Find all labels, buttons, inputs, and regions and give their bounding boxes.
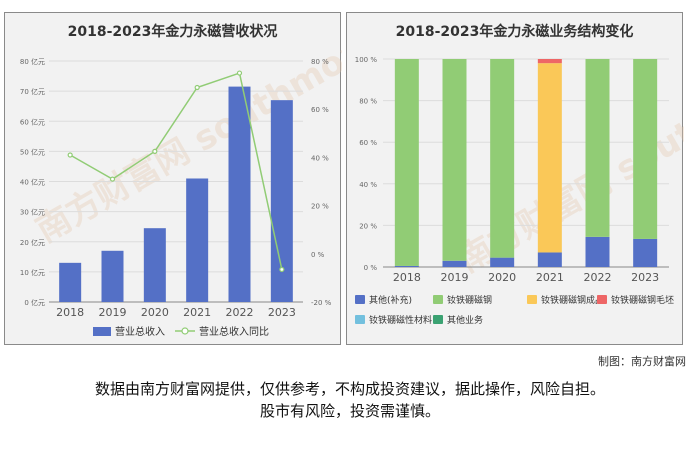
x-tick-label: 2019 (441, 271, 469, 284)
y-tick-label: 0 % (364, 264, 378, 272)
x-tick-label: 2019 (99, 306, 127, 319)
stacked-bar-segment (633, 238, 658, 267)
stacked-bar-segment (537, 59, 562, 64)
y-tick-label: 60 % (359, 139, 377, 147)
yoy-point (67, 152, 73, 158)
stacked-bar-segment (394, 59, 419, 266)
revenue-chart-panel: 2018-2023年金力永磁营收状况 南方财富网 southmoney.com 0… (4, 12, 343, 345)
legend-label: 钕铁硼磁钢毛坯 (611, 294, 674, 306)
yoy-point (194, 84, 200, 91)
y-right-tick-label: 60 % (311, 106, 329, 114)
revenue-chart: 南方财富网 southmoney.com 0 亿元 10 亿元 20 亿元 30 亿元 4… (20, 13, 343, 338)
stacked-bar-segment (633, 59, 658, 239)
stacked-bar-segment (442, 260, 467, 267)
y-right-tick-label: 20 % (311, 203, 329, 211)
legend-label: 钕铁硼磁钢 (447, 294, 492, 306)
x-tick-label: 2022 (584, 271, 612, 284)
stacked-bar-segment (585, 236, 610, 267)
y-left-tick-label: 50 亿元 (20, 147, 45, 156)
legend-swatch (355, 315, 365, 324)
revenue-bar (143, 228, 166, 302)
stacked-bar-segment (537, 63, 562, 253)
legend-swatch-revenue (93, 327, 111, 336)
revenue-bar (186, 178, 209, 302)
legend-swatch (355, 295, 365, 304)
x-tick-label: 2018 (393, 271, 421, 284)
x-tick-label: 2021 (183, 306, 211, 319)
disclaimer-line-2: 股市有风险，投资需谨慎。 (259, 402, 440, 420)
watermark: 南方财富网 southmoney.com (30, 13, 343, 251)
chart-credit: 制图：南方财富网 (598, 355, 686, 368)
x-tick-label: 2023 (631, 271, 659, 284)
revenue-bar (59, 262, 82, 302)
x-tick-label: 2022 (226, 306, 254, 319)
y-tick-label: 20 % (359, 222, 377, 230)
y-left-tick-label: 30 亿元 (20, 208, 45, 217)
y-right-tick-label: 0 % (311, 251, 325, 259)
y-right-tick-label: 40 % (311, 154, 329, 162)
y-left-tick-label: 10 亿元 (20, 268, 45, 277)
y-left-tick-label: 40 亿元 (20, 178, 45, 187)
x-tick-label: 2018 (56, 306, 84, 319)
y-right-tick-label: -20 % (311, 299, 332, 307)
legend-label: 钕铁硼磁钢成品 (541, 294, 604, 306)
x-tick-label: 2020 (141, 306, 169, 319)
y-left-tick-label: 70 亿元 (20, 87, 45, 96)
yoy-line (69, 72, 283, 270)
legend-swatch (433, 315, 443, 324)
legend-swatch-yoy-point (181, 327, 189, 335)
stacked-bar-segment (585, 59, 610, 237)
yoy-point (236, 70, 243, 76)
y-left-tick-label: 0 亿元 (24, 298, 45, 307)
stacked-bar-segment (490, 59, 515, 258)
yoy-point (152, 148, 158, 154)
legend-label: 其他业务 (447, 314, 483, 326)
stacked-bar-segment (490, 257, 515, 267)
y-left-tick-label: 60 亿元 (20, 117, 45, 126)
legend-swatch (433, 295, 443, 304)
revenue-chart-title: 2018-2023年金力永磁营收状况 (67, 24, 278, 40)
y-right-tick-label: 80 % (311, 58, 329, 66)
revenue-bar (101, 250, 124, 302)
y-tick-label: 80 % (359, 98, 377, 106)
y-tick-label: 100 % (355, 56, 378, 64)
stacked-bar-segment (394, 265, 419, 267)
revenue-bar (228, 86, 251, 302)
legend-swatch (527, 295, 537, 304)
x-tick-label: 2023 (268, 306, 296, 319)
revenue-bar (270, 100, 293, 302)
y-left-tick-label: 80 亿元 (20, 57, 45, 66)
legend-swatch (597, 295, 607, 304)
yoy-point (109, 176, 116, 182)
yoy-point (279, 266, 285, 273)
y-left-tick-label: 20 亿元 (20, 238, 45, 247)
legend-label-yoy: 营业总收入同比 (199, 325, 269, 338)
business-structure-panel: 2018-2023年金力永磁业务结构变化 南方财富网 southmoney.co… (346, 12, 684, 345)
legend-label: 钕铁硼磁性材料 (369, 314, 432, 326)
y-tick-label: 40 % (359, 181, 377, 189)
legend-label: 其他(补充) (369, 294, 412, 306)
legend-label-revenue: 营业总收入 (115, 325, 165, 338)
stacked-bar-segment (537, 252, 562, 267)
x-tick-label: 2021 (536, 271, 564, 284)
disclaimer-line-1: 数据由南方财富网提供，仅供参考，不构成投资建议，据此操作，风险自担。 (94, 380, 605, 398)
business-structure-title: 2018-2023年金力永磁业务结构变化 (395, 24, 634, 40)
x-tick-label: 2020 (488, 271, 516, 284)
stacked-bar-segment (442, 59, 467, 261)
